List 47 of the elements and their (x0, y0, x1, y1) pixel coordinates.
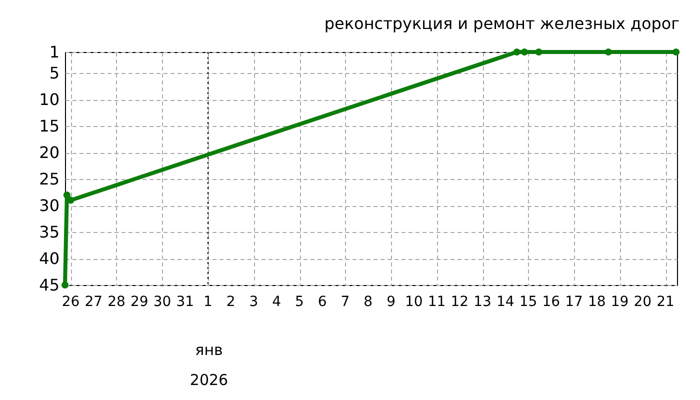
x-tick-label: 28 (108, 294, 126, 310)
x-tick-label: 17 (565, 294, 583, 310)
y-tick-label: 1 (49, 42, 60, 62)
x-tick-label: 15 (519, 294, 538, 310)
x-tick-label: 26 (62, 294, 80, 310)
x-tick-label: 16 (542, 294, 560, 310)
text: 2026 (190, 371, 228, 389)
point (61, 281, 69, 289)
x-tick-label: 8 (364, 294, 373, 310)
y-tick-label: 5 (49, 64, 60, 83)
x-tick-label: 27 (84, 294, 103, 310)
y-tick-label: 35 (39, 222, 60, 242)
y-tick-label: 30 (39, 196, 60, 216)
x-tick-label: 21 (656, 294, 674, 310)
x-tick-label: 18 (588, 294, 606, 310)
x-tick-label: 29 (130, 294, 148, 310)
y-tick-label: 20 (39, 143, 60, 162)
x-tick-label: 31 (176, 294, 194, 310)
x-tick-label: 12 (450, 294, 469, 310)
x-tick-label: 3 (249, 294, 258, 310)
y-tick-label: 15 (39, 116, 60, 136)
x-tick-label: 14 (496, 294, 514, 310)
y-tick-label: 25 (39, 170, 60, 189)
text: янв (195, 341, 223, 359)
x-tick-label: 30 (153, 294, 172, 310)
x-tick-label: 10 (404, 294, 423, 310)
x-tick-label: 2 (226, 294, 236, 310)
x-tick-label: 11 (428, 294, 446, 310)
x-tick-label: 9 (386, 294, 396, 310)
x-tick-label: 13 (474, 294, 492, 310)
y-tick-label: 45 (39, 276, 60, 294)
x-tick-label: 19 (610, 294, 629, 310)
x-tick-label: 20 (634, 294, 652, 310)
point (63, 191, 70, 199)
point (672, 48, 680, 56)
point (513, 48, 520, 56)
x-tick-label: 5 (295, 294, 304, 310)
x-tick-label: 7 (340, 294, 350, 310)
y-tick-label: 10 (39, 90, 60, 110)
point (520, 48, 528, 56)
point (604, 48, 612, 56)
x-tick-label: 6 (318, 294, 327, 310)
x-tick-label: 4 (272, 294, 282, 310)
chart-title: реконструкция и ремонт железных дорог (324, 14, 680, 33)
point (535, 48, 542, 56)
y-tick-label: 40 (39, 249, 60, 268)
x-tick-label: 1 (204, 294, 212, 310)
